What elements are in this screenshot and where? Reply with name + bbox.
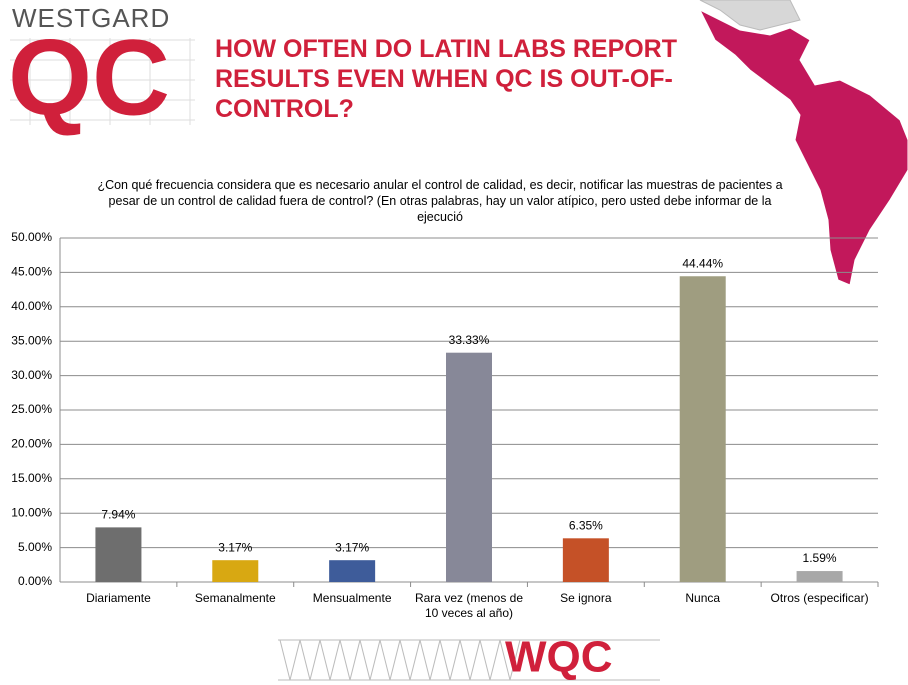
value-label: 3.17%	[218, 540, 252, 554]
map-decoration	[698, 0, 908, 286]
bar	[679, 276, 726, 582]
x-tick-label: Rara vez (menos de 10 veces al año)	[414, 591, 524, 620]
bar	[446, 352, 492, 582]
value-label: 7.94%	[101, 508, 135, 522]
logo-grid	[10, 38, 195, 125]
bar	[796, 571, 843, 582]
chart-subtitle: ¿Con qué frecuencia considera que es nec…	[97, 178, 783, 224]
y-tick-label: 5.00%	[18, 540, 52, 554]
y-tick-label: 0.00%	[18, 574, 52, 588]
y-tick-label: 30.00%	[11, 368, 52, 382]
y-tick-label: 50.00%	[11, 230, 52, 244]
value-label: 33.33%	[449, 333, 490, 347]
footer-zigzag	[278, 639, 660, 681]
bar	[329, 560, 376, 582]
x-tick-label: Semanalmente	[194, 591, 276, 605]
chart-title: HOW OFTEN DO LATIN LABS REPORT RESULTS E…	[215, 35, 678, 123]
logo-brand: WESTGARD	[12, 3, 170, 33]
x-tick-label: Diariamente	[86, 591, 151, 605]
x-tick-label: Mensualmente	[312, 591, 392, 605]
bar	[562, 538, 609, 582]
x-tick-label: Nunca	[685, 591, 721, 605]
value-label: 1.59%	[803, 551, 837, 565]
y-tick-label: 10.00%	[11, 505, 52, 519]
y-tick-label: 20.00%	[11, 437, 52, 451]
y-tick-label: 40.00%	[11, 299, 52, 313]
y-tick-label: 35.00%	[11, 333, 52, 347]
y-tick-label: 15.00%	[11, 471, 52, 485]
footer-logo: WQC	[505, 633, 613, 682]
bar	[95, 527, 142, 582]
value-label: 3.17%	[335, 540, 369, 554]
x-tick-label: Se ignora	[560, 591, 612, 605]
value-label: 44.44%	[682, 256, 723, 270]
x-tick-label: Otros (especificar)	[770, 591, 869, 605]
y-tick-label: 25.00%	[11, 402, 52, 416]
logo-mark: QC	[8, 17, 170, 138]
y-tick-label: 45.00%	[11, 265, 52, 279]
value-label: 6.35%	[569, 518, 603, 532]
bar	[212, 560, 259, 582]
